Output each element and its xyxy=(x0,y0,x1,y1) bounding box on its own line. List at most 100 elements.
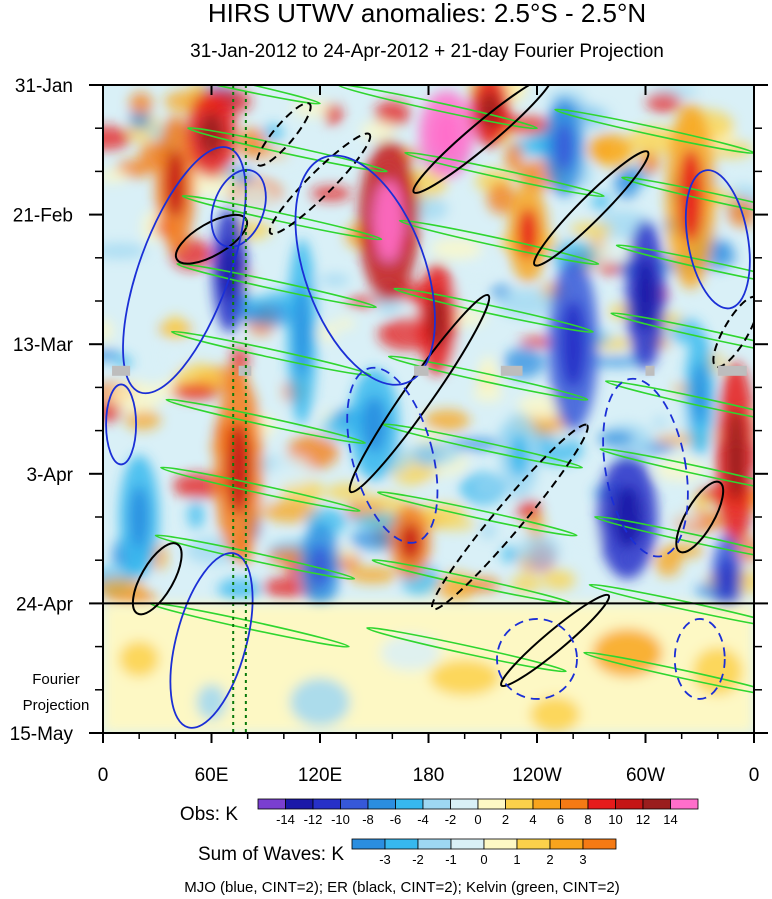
er-contour xyxy=(348,293,491,494)
colorbar-swatch xyxy=(422,798,451,810)
kelvin-contour xyxy=(398,219,600,266)
er-contour xyxy=(256,102,312,167)
colorbar-swatch xyxy=(367,798,396,810)
x-tick-label: 120E xyxy=(298,765,342,786)
kelvin-contour xyxy=(337,85,538,130)
missing-data-bar xyxy=(500,365,523,376)
kelvin-contour xyxy=(176,262,377,309)
anomaly-patch xyxy=(646,92,682,113)
kelvin-contour xyxy=(366,626,567,673)
anomaly-core xyxy=(635,257,656,333)
reference-lines xyxy=(112,85,747,733)
anomaly-patch xyxy=(310,186,352,201)
anomaly-patch xyxy=(479,522,497,539)
kelvin-contour xyxy=(594,515,754,562)
anomaly-patch xyxy=(517,499,541,521)
mjo-contour xyxy=(105,383,137,466)
missing-data-bar xyxy=(238,365,252,376)
anomaly-core xyxy=(560,300,586,388)
colorbar-tick-label: 8 xyxy=(584,812,591,827)
anomaly-patch xyxy=(172,473,226,499)
anomaly-patch xyxy=(271,455,312,487)
anomaly-patch xyxy=(519,336,556,348)
colorbar-swatch xyxy=(642,798,671,810)
kelvin-contour xyxy=(404,151,605,198)
anomaly-patch xyxy=(125,409,161,430)
plot-area xyxy=(103,85,754,733)
colorbar-swatch xyxy=(477,798,506,810)
anomaly-patch xyxy=(501,546,519,563)
kelvin-contour xyxy=(604,380,754,426)
anomaly-patch xyxy=(415,502,467,524)
missing-data-bar xyxy=(112,365,131,376)
anomaly-patch xyxy=(518,533,560,568)
colorbar-tick-label: -1 xyxy=(445,852,457,867)
anomaly-core xyxy=(129,486,150,548)
colorbar-tick-label: -4 xyxy=(417,812,429,827)
wave-colorbar: -3 -2 -1 0 1 2 3 xyxy=(351,838,617,867)
anomaly-patch xyxy=(374,100,411,126)
colorbar-swatch xyxy=(505,798,534,810)
colorbar-swatch xyxy=(285,798,314,810)
contour-legend: MJO (blue, CINT=2); ER (black, CINT=2); … xyxy=(184,879,620,896)
anomaly-core xyxy=(310,544,330,589)
kelvin-contour xyxy=(160,466,361,512)
anomaly-patch xyxy=(472,481,502,494)
anomaly-patch xyxy=(472,385,503,402)
wave-colorbar-label: Sum of Waves: K xyxy=(198,844,344,865)
anomaly-core xyxy=(725,408,746,502)
anomaly-patch xyxy=(326,483,368,502)
x-tick-label: 180 xyxy=(413,765,445,786)
y-tick-label: 21-Feb xyxy=(13,206,73,227)
colorbar-tick-label: -12 xyxy=(304,812,323,827)
anomaly-patch xyxy=(109,381,162,413)
anomaly-patch xyxy=(103,349,122,361)
kelvin-contour xyxy=(615,244,754,290)
colorbar-tick-label: 0 xyxy=(474,812,481,827)
anomaly-patch xyxy=(570,222,613,237)
er-contour xyxy=(712,295,754,369)
anomaly-patch xyxy=(103,169,129,183)
colorbar-tick-label: -2 xyxy=(412,852,424,867)
anomaly-patch xyxy=(594,138,612,164)
y-tick-label: 13-Mar xyxy=(13,335,74,356)
chart-title: HIRS UTWV anomalies: 2.5°S - 2.5°N xyxy=(208,0,646,28)
colorbar-swatch xyxy=(532,798,561,810)
anomaly-core xyxy=(226,421,251,515)
kelvin-contour xyxy=(187,127,388,173)
mjo-contour xyxy=(496,618,578,700)
x-tick-label: 0 xyxy=(749,765,760,786)
colorbar-swatch xyxy=(516,838,551,850)
mjo-contour xyxy=(210,168,267,248)
anomaly-patch xyxy=(590,356,644,367)
mjo-contour xyxy=(346,366,439,544)
er-contour xyxy=(430,423,589,611)
anomaly-patch xyxy=(319,273,350,287)
anomaly-field xyxy=(103,85,754,623)
colorbar-tick-label: -6 xyxy=(390,812,402,827)
colorbar-tick-label: 14 xyxy=(663,812,677,827)
x-tick-label: 0 xyxy=(98,765,109,786)
anomaly-patch xyxy=(638,148,660,175)
projection-patch xyxy=(429,659,500,696)
colorbar-swatch xyxy=(312,798,341,810)
anomaly-patch xyxy=(163,347,187,368)
anomaly-patch xyxy=(542,569,576,591)
kelvin-contour xyxy=(170,330,372,377)
kelvin-contour xyxy=(154,534,356,580)
anomaly-patch xyxy=(261,500,320,523)
kelvin-contour xyxy=(377,491,578,537)
anomaly-patch xyxy=(654,546,682,577)
anomaly-patch xyxy=(486,182,516,215)
anomaly-patch xyxy=(424,409,470,432)
anomaly-patch xyxy=(170,383,220,401)
colorbar-swatch xyxy=(549,838,584,850)
colorbar-swatch xyxy=(615,798,644,810)
anomaly-core xyxy=(719,557,735,601)
colorbar-tick-label: -8 xyxy=(362,812,374,827)
colorbar-swatch xyxy=(395,798,424,810)
anomaly-patch xyxy=(103,319,114,343)
colorbar-swatch xyxy=(340,798,369,810)
anomaly-patch xyxy=(359,121,396,141)
